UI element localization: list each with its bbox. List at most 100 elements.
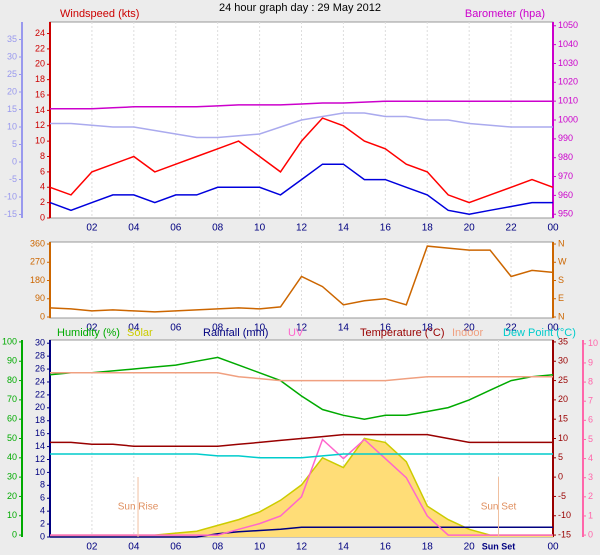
series-line bbox=[50, 372, 553, 382]
y-tick-label: 90 bbox=[7, 356, 17, 366]
legend-label: Solar bbox=[127, 327, 153, 339]
y-tick-label: 10 bbox=[35, 136, 45, 146]
y-tick-label: 14 bbox=[35, 105, 45, 115]
x-tick-label: Sun Set bbox=[482, 541, 516, 551]
x-tick-label: 14 bbox=[338, 223, 350, 234]
y-tick-label: 10 bbox=[7, 121, 17, 131]
y-tick-label: 1020 bbox=[558, 77, 578, 87]
y-tick-label: 20 bbox=[7, 491, 17, 501]
x-tick-label: 16 bbox=[380, 323, 392, 334]
x-tick-label: 00 bbox=[547, 223, 559, 234]
y-tick-label: 30 bbox=[7, 472, 17, 482]
y-tick-label: 1050 bbox=[558, 20, 578, 30]
x-tick-label: 20 bbox=[464, 223, 476, 234]
x-tick-label: 04 bbox=[128, 323, 140, 334]
x-tick-label: 02 bbox=[86, 542, 98, 553]
series-area bbox=[50, 438, 553, 537]
y-tick-label: 0 bbox=[40, 311, 45, 321]
x-tick-label: 18 bbox=[422, 323, 434, 334]
y-tick-label: 40 bbox=[7, 452, 17, 462]
series-line bbox=[49, 245, 554, 313]
y-tick-label: E bbox=[558, 293, 564, 303]
y-tick-label: 970 bbox=[558, 171, 573, 181]
legend-label: Temperature (°C) bbox=[360, 327, 444, 339]
y-tick-label: 35 bbox=[558, 336, 568, 346]
series-line bbox=[50, 112, 553, 139]
x-tick-label: 18 bbox=[422, 542, 434, 553]
y-tick-label: 1030 bbox=[558, 58, 578, 68]
x-tick-label: 16 bbox=[380, 223, 392, 234]
legend-label: Rainfall (mm) bbox=[203, 327, 268, 339]
y-tick-label: -10 bbox=[558, 510, 571, 520]
y-tick-label: 0 bbox=[588, 529, 593, 539]
y-tick-label: 18 bbox=[35, 415, 45, 425]
y-tick-label: 6 bbox=[40, 493, 45, 503]
x-tick-label: 16 bbox=[380, 542, 392, 553]
y-tick-label: 20 bbox=[35, 402, 45, 412]
x-tick-label: 14 bbox=[338, 542, 350, 553]
x-tick-label: 12 bbox=[296, 542, 308, 553]
y-tick-label: 1 bbox=[588, 510, 593, 520]
x-tick-label: 14 bbox=[338, 323, 350, 334]
y-tick-label: 20 bbox=[7, 86, 17, 96]
y-tick-label: 8 bbox=[40, 480, 45, 490]
y-tick-label: 0 bbox=[40, 212, 45, 222]
x-tick-label: 20 bbox=[464, 542, 476, 553]
y-tick-label: 70 bbox=[7, 394, 17, 404]
x-tick-label: 08 bbox=[212, 542, 224, 553]
y-tick-label: N bbox=[558, 311, 565, 321]
y-tick-label: 15 bbox=[7, 104, 17, 114]
annotation: Sun Rise bbox=[118, 502, 159, 513]
x-tick-label: 10 bbox=[254, 223, 266, 234]
x-tick-label: 04 bbox=[128, 542, 140, 553]
y-tick-label: 0 bbox=[40, 531, 45, 541]
x-tick-label: 02 bbox=[86, 223, 98, 234]
y-tick-label: 2 bbox=[40, 197, 45, 207]
legend-label: Humidity (%) bbox=[57, 327, 120, 339]
y-tick-label: 3 bbox=[588, 472, 593, 482]
y-tick-label: 990 bbox=[558, 133, 573, 143]
y-tick-label: -10 bbox=[4, 191, 17, 201]
y-tick-label: 10 bbox=[588, 338, 598, 348]
y-tick-label: 30 bbox=[35, 338, 45, 348]
series-line bbox=[50, 453, 553, 459]
y-tick-label: 980 bbox=[558, 152, 573, 162]
y-tick-label: 5 bbox=[588, 434, 593, 444]
y-tick-label: W bbox=[558, 257, 567, 267]
y-tick-label: 30 bbox=[558, 356, 568, 366]
y-tick-label: 8 bbox=[40, 151, 45, 161]
y-tick-label: 2 bbox=[40, 518, 45, 528]
y-tick-label: 12 bbox=[35, 454, 45, 464]
y-tick-label: 25 bbox=[7, 69, 17, 79]
series-line bbox=[49, 356, 554, 420]
y-tick-label: 180 bbox=[30, 275, 45, 285]
chart-title: 24 hour graph day : 29 May 2012 bbox=[219, 2, 381, 14]
x-tick-label: 10 bbox=[254, 323, 266, 334]
y-tick-label: 2 bbox=[588, 491, 593, 501]
y-tick-label: 8 bbox=[588, 376, 593, 386]
axis-label: Windspeed (kts) bbox=[60, 8, 139, 20]
x-tick-label: 12 bbox=[296, 223, 308, 234]
y-tick-label: 960 bbox=[558, 190, 573, 200]
series-line bbox=[50, 100, 553, 110]
y-tick-label: 950 bbox=[558, 209, 573, 219]
y-tick-label: 15 bbox=[558, 414, 568, 424]
y-tick-label: 0 bbox=[12, 529, 17, 539]
series-line bbox=[50, 438, 553, 536]
x-tick-label: 20 bbox=[464, 323, 476, 334]
y-tick-label: 22 bbox=[35, 389, 45, 399]
y-tick-label: S bbox=[558, 275, 564, 285]
y-tick-label: 6 bbox=[40, 166, 45, 176]
y-tick-label: 4 bbox=[588, 453, 593, 463]
x-tick-label: 06 bbox=[170, 323, 182, 334]
y-tick-label: 270 bbox=[30, 257, 45, 267]
y-tick-label: 4 bbox=[40, 182, 45, 192]
y-tick-label: -15 bbox=[558, 529, 571, 539]
y-tick-label: 1000 bbox=[558, 114, 578, 124]
y-tick-label: 360 bbox=[30, 238, 45, 248]
x-tick-label: 06 bbox=[170, 223, 182, 234]
axis-label: Barometer (hpa) bbox=[465, 8, 545, 20]
annotation: Sun Set bbox=[481, 502, 517, 513]
y-tick-label: 14 bbox=[35, 441, 45, 451]
